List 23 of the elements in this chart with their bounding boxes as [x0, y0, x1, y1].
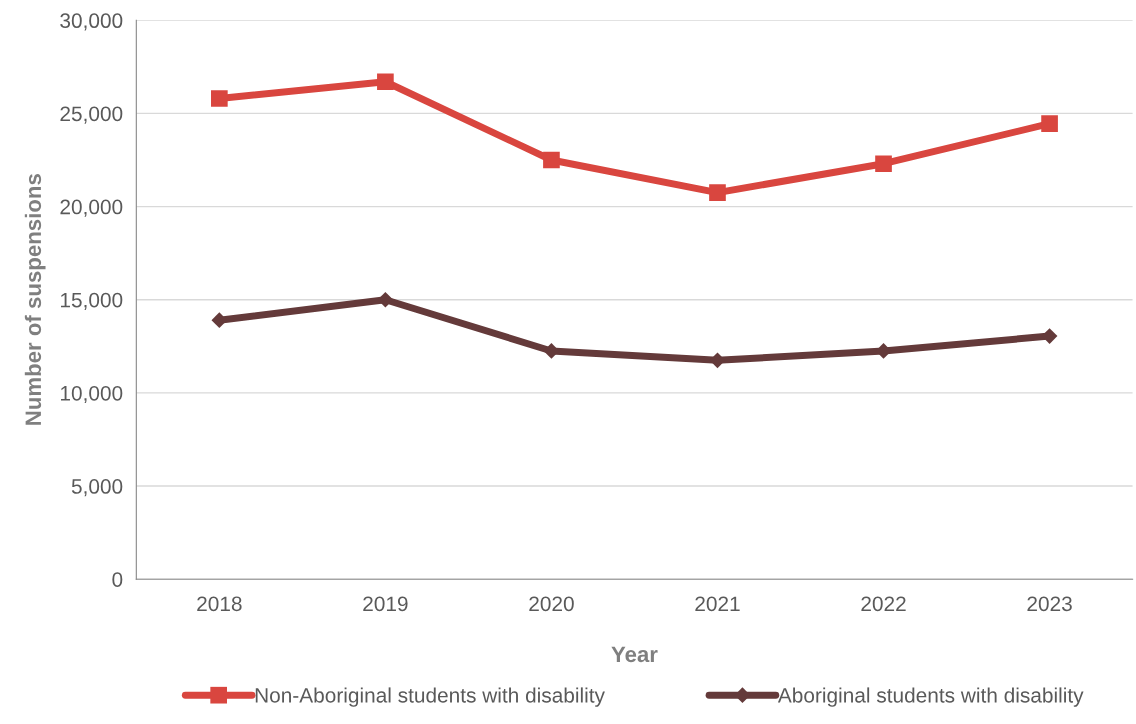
x-tick-label: 2018: [197, 596, 242, 612]
point: [709, 184, 726, 201]
y-tick-label: 15,000: [61, 292, 123, 310]
y-tick-label: 25,000: [60, 106, 123, 124]
x-tick-label: 2021: [695, 596, 740, 612]
point: [211, 90, 228, 107]
point: [377, 73, 394, 91]
x-tick-label: 2020: [529, 596, 574, 612]
point: [875, 155, 892, 173]
y-tick-label: 10,000: [61, 385, 123, 404]
y-axis-title: Number of suspensions: [24, 174, 46, 425]
legend-label: Non-Aboriginal students with disability: [255, 687, 605, 707]
x-tick-label: 2023: [1027, 596, 1072, 612]
legend-label: Aboriginal students with disability: [777, 687, 1084, 707]
y-tick-label: 0: [112, 572, 123, 587]
y-tick-label: 20,000: [60, 199, 123, 217]
x-tick-label: 2022: [861, 596, 906, 612]
point: [543, 151, 560, 169]
x-tick-label: 2019: [363, 596, 408, 612]
y-tick-label: 30,000: [60, 13, 123, 31]
x-axis-title: Year: [611, 646, 658, 663]
point: [1041, 115, 1058, 133]
y-tick-label: 5,000: [71, 479, 123, 497]
